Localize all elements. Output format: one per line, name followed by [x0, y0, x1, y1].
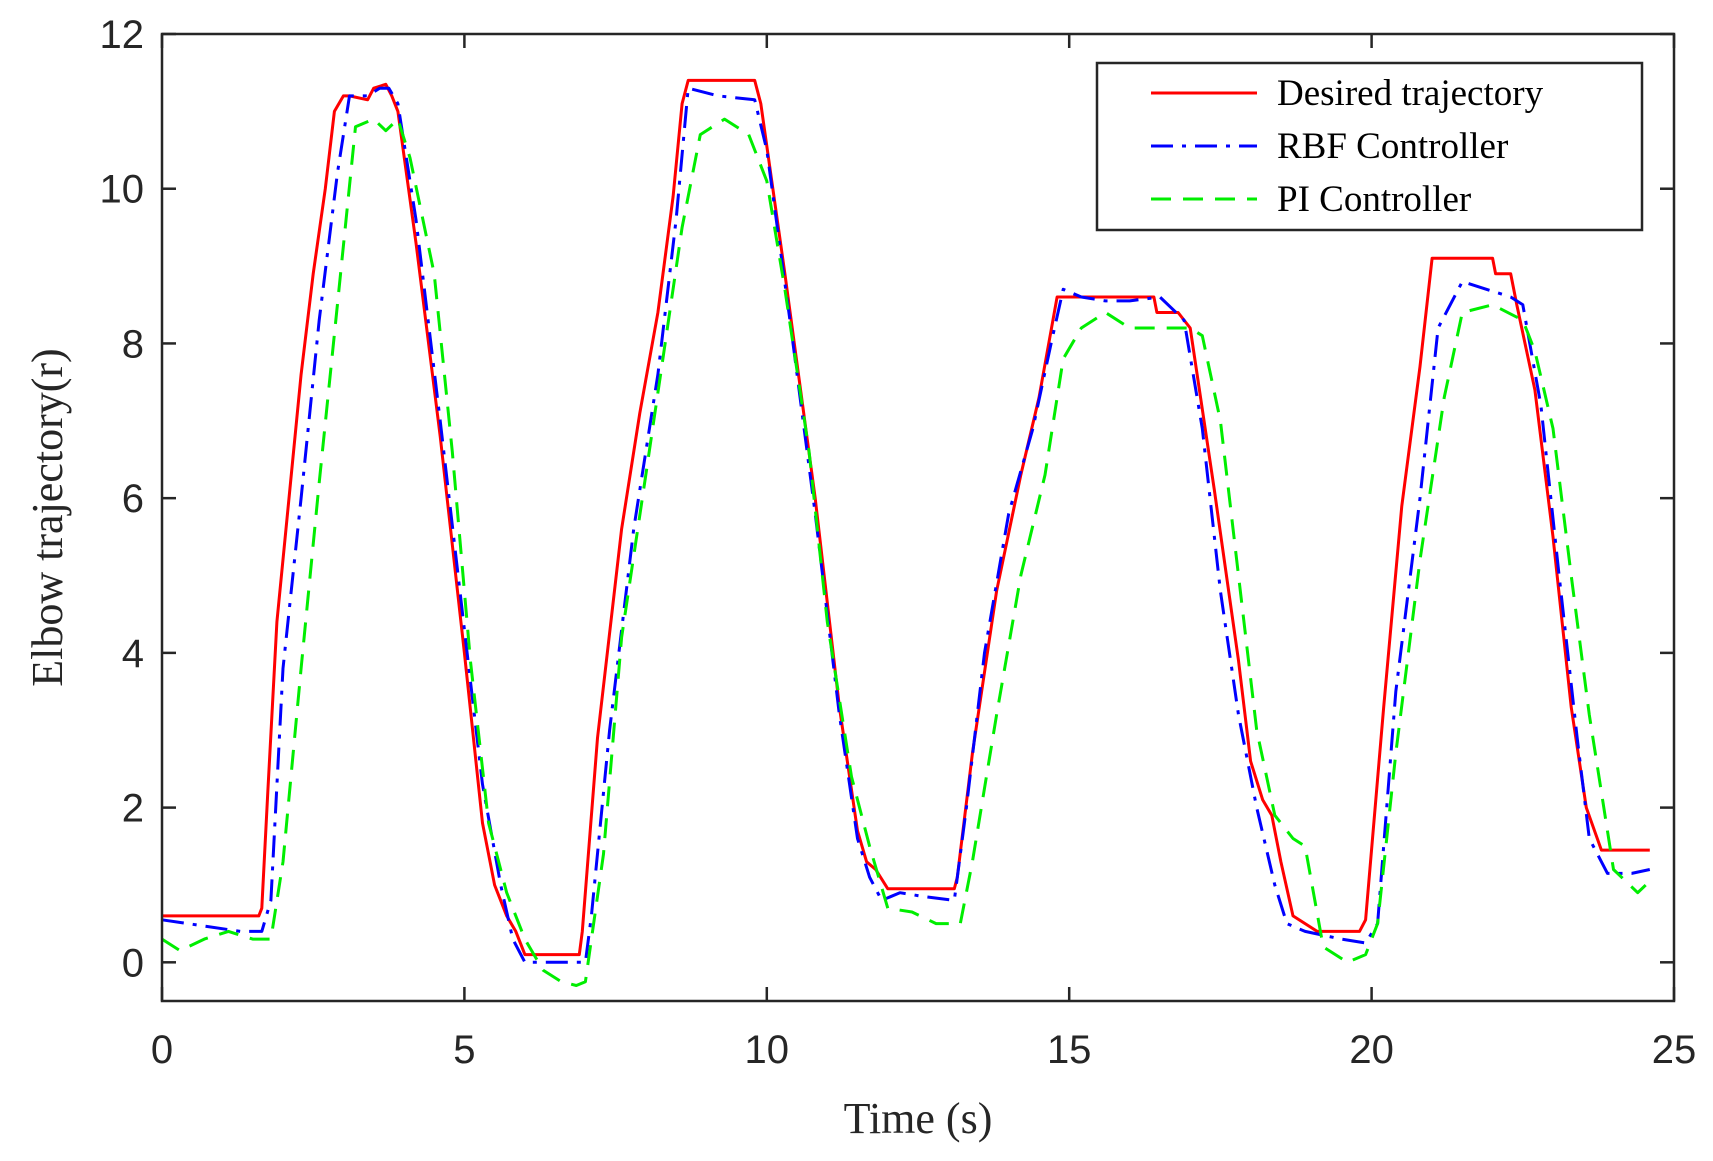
ticks-layer: 0 5 10 15 20 25 0 2 4 6 8 10 12 [100, 13, 1697, 1072]
x-axis-label: Time (s) [844, 1094, 993, 1143]
y-tick-label: 8 [122, 322, 144, 366]
x-tick-label: 0 [151, 1028, 173, 1072]
y-tick-label: 6 [122, 477, 144, 521]
x-tick-label: 5 [453, 1028, 475, 1072]
series-layer [161, 78, 1651, 987]
y-tick-label: 4 [122, 632, 144, 676]
y-tick-label: 2 [122, 787, 144, 831]
axes-box [160, 32, 1676, 1003]
legend: Desired trajectory RBF Controller PI Con… [1095, 61, 1644, 232]
legend-label-desired-trajectory: Desired trajectory [1277, 73, 1544, 114]
legend-label-rbf-controller: RBF Controller [1277, 126, 1508, 167]
legend-box [1095, 61, 1644, 232]
x-tick-label: 10 [745, 1028, 790, 1072]
x-tick-label: 15 [1047, 1028, 1092, 1072]
y-axis-label: Elbow trajectory(r) [23, 348, 72, 686]
y-tick-label: 10 [100, 168, 145, 212]
series-line-pi-controller [161, 117, 1651, 987]
x-tick-label: 25 [1652, 1028, 1697, 1072]
y-tick-label: 0 [122, 941, 144, 985]
y-tick-label: 12 [100, 13, 145, 57]
series-line-rbf-controller [161, 86, 1651, 964]
legend-label-pi-controller: PI Controller [1277, 179, 1471, 220]
x-tick-label: 20 [1349, 1028, 1394, 1072]
